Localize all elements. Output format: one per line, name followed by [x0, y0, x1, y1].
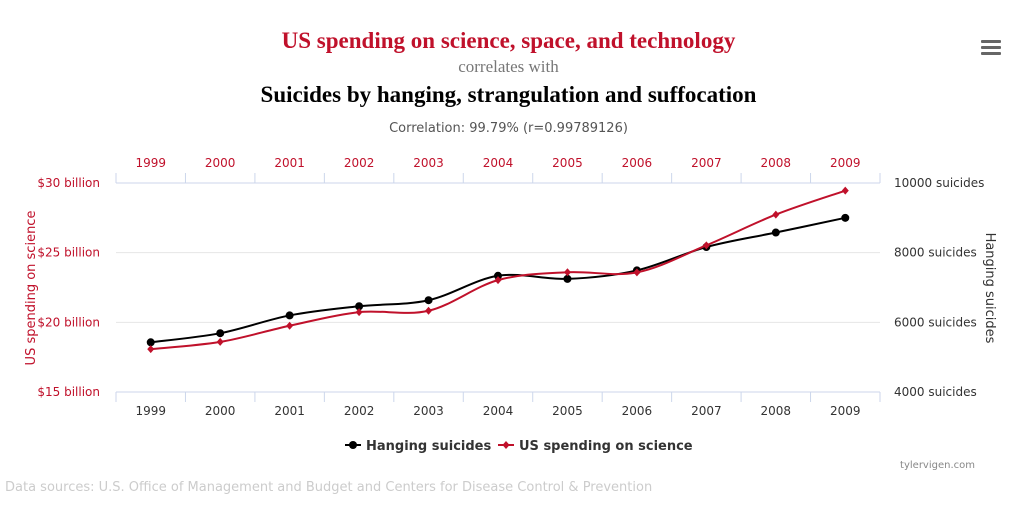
- x-label-top: 2003: [413, 156, 444, 170]
- us-spending-on-science-point: [216, 337, 224, 346]
- us-spending-on-science-point: [563, 268, 571, 277]
- hamburger-menu-icon[interactable]: [981, 40, 1001, 56]
- hanging-suicides-point: [494, 271, 502, 280]
- us-spending-on-science-point: [147, 345, 155, 354]
- connector-text: correlates with: [458, 57, 559, 76]
- x-label-bottom: 2007: [691, 404, 722, 418]
- x-label-bottom: 2008: [761, 404, 792, 418]
- x-label-top: 2000: [205, 156, 236, 170]
- hanging-suicides-point: [841, 213, 850, 222]
- x-label-top: 2009: [830, 156, 861, 170]
- chart-title: US spending on science, space, and techn…: [281, 28, 736, 53]
- x-label-bottom: 2003: [413, 404, 444, 418]
- us-spending-on-science-point: [286, 321, 294, 330]
- x-label-top: 2002: [344, 156, 375, 170]
- x-label-top: 2004: [483, 156, 514, 170]
- correlation-text: Correlation: 99.79% (r=0.99789126): [389, 121, 628, 136]
- x-label-top: 2007: [691, 156, 722, 170]
- us-spending-on-science-point: [425, 306, 433, 315]
- hanging-suicides-point: [424, 296, 433, 305]
- us-spending-on-science-point: [355, 308, 363, 317]
- x-label-bottom: 2006: [622, 404, 653, 418]
- x-label-top: 2001: [274, 156, 305, 170]
- hanging-suicides-point: [216, 329, 225, 338]
- us-spending-on-science-point: [633, 268, 641, 277]
- credit-link[interactable]: tylervigen.com: [900, 460, 975, 471]
- legend-hanging-suicides[interactable]: Hanging suicides: [366, 439, 491, 454]
- x-label-bottom: 1999: [135, 404, 166, 418]
- x-label-bottom: 2005: [552, 404, 583, 418]
- us-spending-on-science-point: [841, 186, 849, 195]
- x-label-bottom: 2002: [344, 404, 375, 418]
- left-axis-tick: $25 billion: [37, 246, 100, 260]
- right-axis-tick: 10000 suicides: [894, 176, 984, 190]
- us-spending-on-science-point: [772, 210, 780, 219]
- right-axis-tick: 8000 suicides: [894, 246, 977, 260]
- legend-us-spending-on-science-marker: [502, 441, 510, 449]
- x-label-top: 2005: [552, 156, 583, 170]
- legend-hanging-suicides-marker: [349, 441, 357, 449]
- right-axis-title: Hanging suicides: [982, 233, 997, 344]
- x-label-top: 2008: [761, 156, 792, 170]
- x-label-top: 1999: [135, 156, 166, 170]
- left-axis-tick: $15 billion: [37, 385, 100, 399]
- x-label-bottom: 2000: [205, 404, 236, 418]
- left-axis-title: US spending on science: [24, 211, 39, 366]
- hanging-suicides-point: [285, 311, 294, 320]
- us-spending-on-science-point: [494, 276, 502, 285]
- x-label-top: 2006: [622, 156, 653, 170]
- x-label-bottom: 2004: [483, 404, 514, 418]
- chart-subtitle: Suicides by hanging, strangulation and s…: [260, 82, 757, 107]
- right-axis-tick: 4000 suicides: [894, 385, 977, 399]
- hanging-suicides-point: [355, 302, 364, 311]
- hanging-suicides-point: [771, 228, 780, 237]
- legend-us-spending-on-science[interactable]: US spending on science: [519, 439, 693, 454]
- x-label-bottom: 2009: [830, 404, 861, 418]
- hanging-suicides-point: [146, 338, 155, 347]
- data-sources: Data sources: U.S. Office of Management …: [5, 480, 653, 495]
- left-axis-tick: $30 billion: [37, 176, 100, 190]
- hanging-suicides-point: [563, 274, 572, 283]
- right-axis-tick: 6000 suicides: [894, 315, 977, 329]
- left-axis-tick: $20 billion: [37, 315, 100, 329]
- x-label-bottom: 2001: [274, 404, 305, 418]
- us-spending-on-science-point: [702, 241, 710, 250]
